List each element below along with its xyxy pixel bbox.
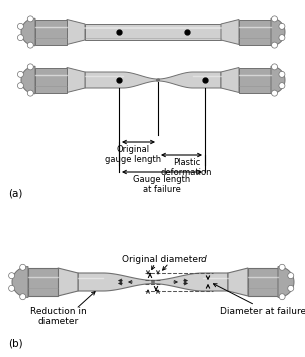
Polygon shape [21, 18, 35, 46]
Circle shape [279, 83, 285, 89]
Circle shape [279, 294, 285, 300]
Circle shape [271, 16, 278, 22]
Circle shape [17, 23, 23, 29]
Circle shape [271, 42, 278, 48]
Polygon shape [67, 20, 85, 45]
Polygon shape [28, 268, 58, 296]
Polygon shape [85, 72, 158, 88]
Text: Reduction in
diameter: Reduction in diameter [30, 307, 86, 326]
Polygon shape [21, 66, 35, 94]
Polygon shape [239, 67, 271, 92]
Polygon shape [271, 18, 285, 46]
Polygon shape [239, 20, 271, 45]
Circle shape [288, 285, 294, 291]
Circle shape [288, 273, 294, 279]
Text: Diameter at failure: Diameter at failure [220, 307, 305, 316]
Text: Original
gauge length: Original gauge length [106, 145, 162, 165]
Polygon shape [58, 268, 78, 296]
Circle shape [20, 294, 26, 300]
Polygon shape [158, 72, 221, 88]
Polygon shape [221, 67, 239, 92]
Circle shape [271, 64, 278, 70]
Text: (a): (a) [8, 188, 22, 198]
Polygon shape [221, 20, 239, 45]
Polygon shape [67, 67, 85, 92]
Circle shape [17, 35, 23, 41]
Polygon shape [271, 66, 285, 94]
Text: Original diameter: Original diameter [122, 255, 204, 264]
Polygon shape [278, 267, 294, 297]
Polygon shape [228, 268, 248, 296]
Circle shape [17, 71, 23, 77]
Text: (b): (b) [8, 338, 23, 348]
Text: Gauge length
at failure: Gauge length at failure [133, 175, 191, 195]
Polygon shape [85, 24, 221, 40]
Polygon shape [12, 267, 28, 297]
Circle shape [279, 23, 285, 29]
Polygon shape [78, 273, 228, 291]
Circle shape [20, 264, 26, 270]
Circle shape [27, 64, 33, 70]
Circle shape [9, 285, 15, 291]
Circle shape [279, 264, 285, 270]
Text: d: d [201, 255, 207, 264]
Circle shape [27, 90, 33, 96]
Polygon shape [35, 67, 67, 92]
Circle shape [27, 16, 33, 22]
Circle shape [27, 42, 33, 48]
Circle shape [279, 71, 285, 77]
Circle shape [271, 90, 278, 96]
Circle shape [17, 83, 23, 89]
Circle shape [279, 35, 285, 41]
Circle shape [9, 273, 15, 279]
Text: Plastic
deformation: Plastic deformation [161, 158, 212, 177]
Polygon shape [35, 20, 67, 45]
Polygon shape [248, 268, 278, 296]
